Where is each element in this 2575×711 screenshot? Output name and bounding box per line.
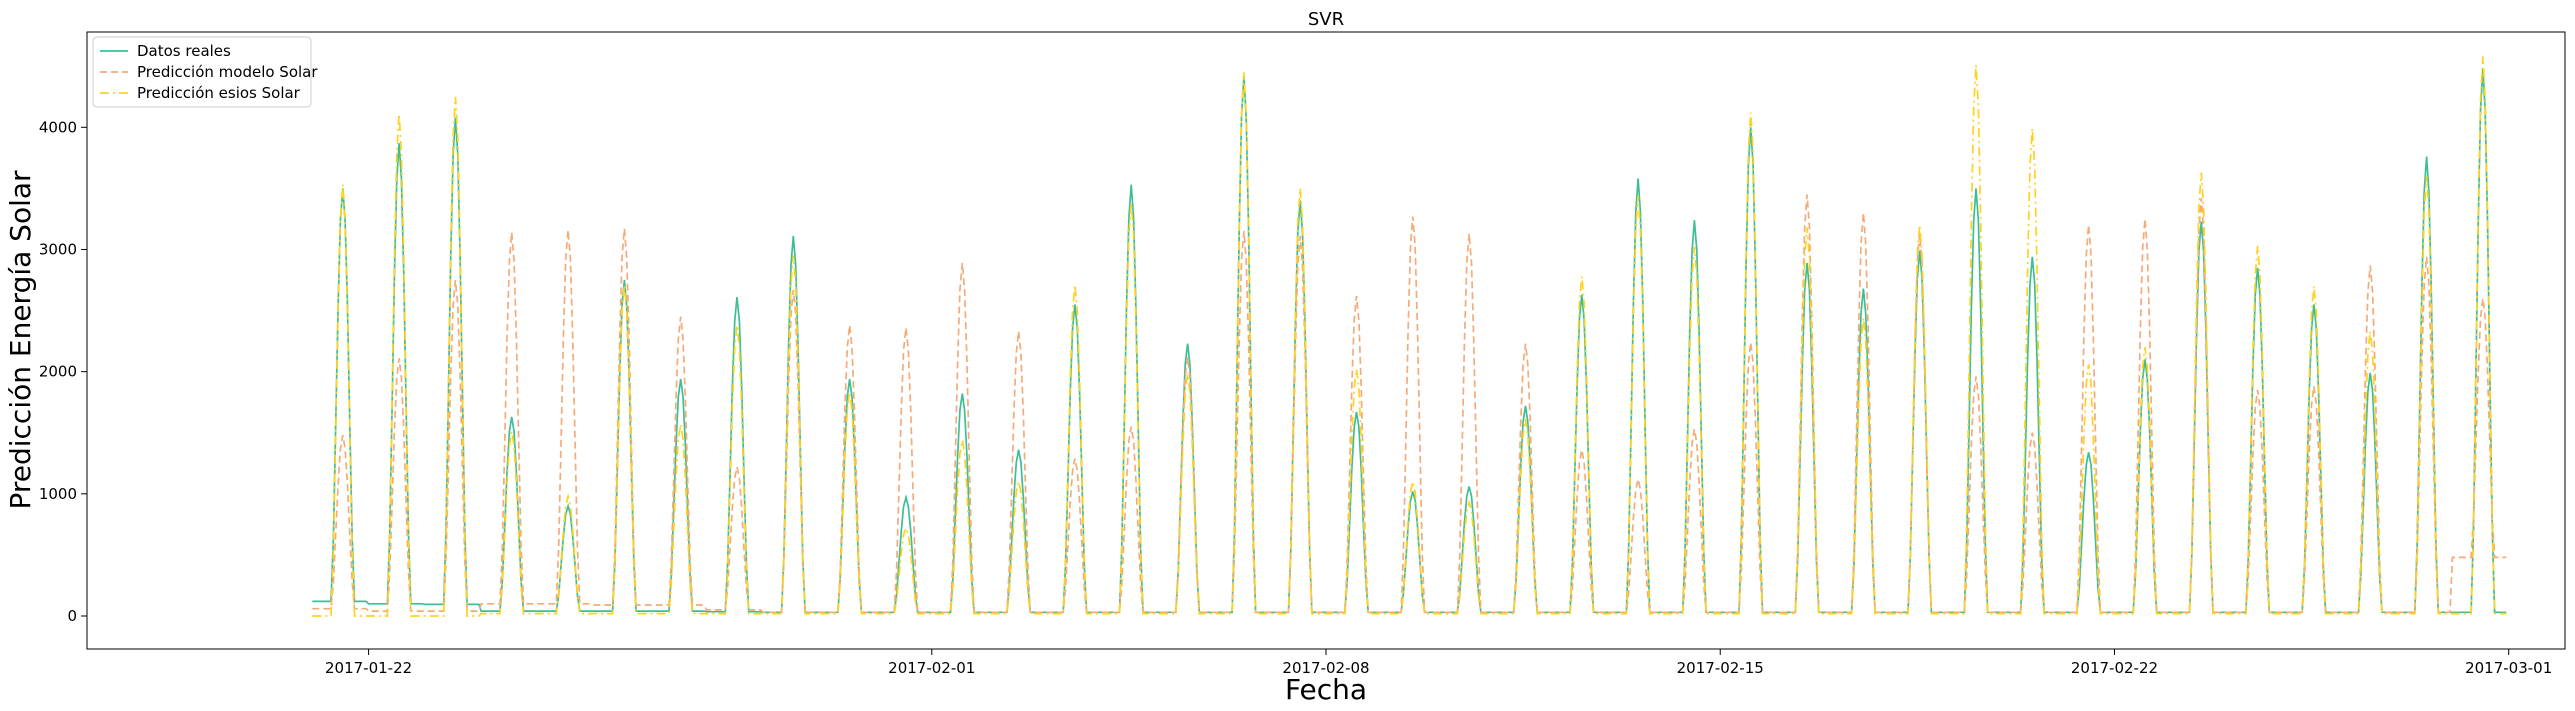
legend-box (92, 36, 312, 108)
y-tick-label: 0 (67, 607, 77, 625)
x-axis-title: Fecha (1285, 673, 1367, 706)
x-tick-label: 2017-02-01 (888, 659, 975, 677)
series-line-3 (312, 56, 2507, 617)
series-line-1 (312, 68, 2507, 614)
y-tick-label: 4000 (39, 118, 77, 136)
legend-label-3: Predicción esios Solar (137, 84, 301, 102)
plot-frame (86, 31, 2566, 650)
x-tick-label: 2017-03-01 (2465, 659, 2552, 677)
series-layer (312, 56, 2507, 617)
y-tick-label: 3000 (39, 240, 77, 258)
legend: Datos reales Predicción modelo Solar Predi… (92, 36, 318, 108)
x-tick-label: 2017-01-22 (325, 659, 412, 677)
x-tick-label: 2017-02-08 (1282, 659, 1369, 677)
legend-label-2: Predicción modelo Solar (137, 63, 318, 81)
y-axis-title: Predicción Energía Solar (4, 170, 37, 510)
axes-layer: 0 1000 2000 3000 4000 2017-01-22 2017-02-01 201… (39, 118, 2552, 677)
legend-label-1: Datos reales (137, 42, 231, 60)
x-tick-label: 2017-02-15 (1677, 659, 1764, 677)
x-tick-label: 2017-02-22 (2071, 659, 2158, 677)
y-tick-label: 2000 (39, 363, 77, 381)
y-tick-label: 1000 (39, 485, 77, 503)
chart-title: SVR (1308, 9, 1344, 30)
series-line-2 (312, 194, 2507, 614)
